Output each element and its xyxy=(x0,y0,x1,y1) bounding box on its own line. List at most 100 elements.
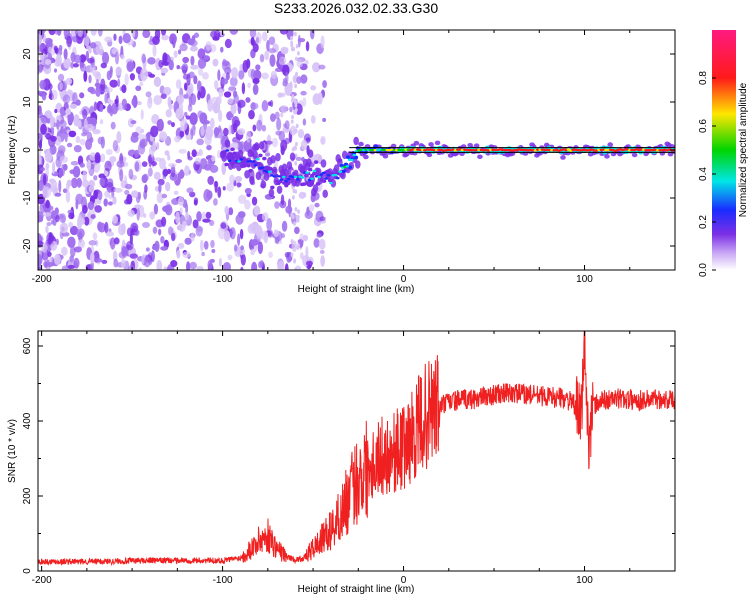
noise-blob xyxy=(280,194,285,206)
noise-blob xyxy=(212,58,219,67)
noise-blob xyxy=(293,258,297,263)
noise-blob xyxy=(237,99,246,109)
noise-blob xyxy=(261,124,267,132)
noise-blob xyxy=(44,58,52,66)
noise-blob xyxy=(72,63,79,68)
noise-blob xyxy=(290,239,294,244)
noise-blob xyxy=(151,114,160,125)
noise-blob xyxy=(105,148,113,156)
noise-blob xyxy=(68,212,75,220)
noise-blob xyxy=(194,157,202,165)
snr-ylabel: SNR (10 * v/v) xyxy=(7,419,18,483)
noise-blob xyxy=(48,46,53,54)
noise-blob xyxy=(200,125,205,136)
noise-blob xyxy=(295,156,302,161)
noise-blob xyxy=(268,251,273,259)
noise-blob xyxy=(188,95,193,107)
noise-blob xyxy=(57,73,65,82)
noise-blob xyxy=(290,40,293,45)
noise-blob xyxy=(199,158,208,170)
noise-blob xyxy=(70,52,76,63)
noise-blob xyxy=(48,83,53,90)
noise-blob xyxy=(99,103,104,113)
noise-blob xyxy=(207,175,215,185)
noise-blob xyxy=(295,72,298,77)
noise-blob xyxy=(99,177,106,187)
ridge-blob xyxy=(256,158,260,161)
noise-blob xyxy=(150,125,159,138)
noise-blob xyxy=(51,89,58,101)
noise-blob xyxy=(196,138,205,146)
noise-blob xyxy=(256,119,263,132)
noise-blob xyxy=(186,73,191,86)
y-tick-label: 400 xyxy=(22,412,33,429)
noise-blob xyxy=(177,94,184,105)
noise-blob xyxy=(93,175,98,181)
noise-blob xyxy=(160,67,169,74)
noise-blob xyxy=(216,149,221,159)
noise-blob xyxy=(128,168,134,180)
noise-blob xyxy=(184,212,190,221)
noise-blob xyxy=(167,120,172,125)
ridge-blob xyxy=(225,149,230,152)
noise-blob xyxy=(291,94,295,99)
noise-blob xyxy=(61,265,69,270)
noise-blob xyxy=(294,153,298,159)
noise-blob xyxy=(81,132,88,137)
noise-blob xyxy=(95,258,103,263)
ridge-blob xyxy=(473,143,480,148)
noise-blob xyxy=(179,207,183,216)
noise-blob xyxy=(211,155,216,162)
noise-blob xyxy=(245,130,252,143)
noise-blob xyxy=(197,110,204,119)
noise-blob xyxy=(112,140,119,152)
noise-blob xyxy=(38,33,43,46)
noise-blob xyxy=(211,249,216,254)
noise-blob xyxy=(202,218,211,223)
noise-blob xyxy=(220,46,224,53)
noise-blob xyxy=(153,203,159,215)
noise-blob xyxy=(158,183,162,193)
y-tick-label: 20 xyxy=(22,48,33,60)
x-tick-label: -200 xyxy=(32,575,52,586)
noise-blob xyxy=(167,263,172,270)
noise-blob xyxy=(175,107,184,120)
ridge-blob xyxy=(566,148,571,151)
noise-blob xyxy=(83,119,88,129)
colorbar-gradient xyxy=(712,30,736,270)
noise-blob xyxy=(38,44,43,52)
ridge-blob xyxy=(246,163,251,168)
noise-blob xyxy=(306,260,313,267)
noise-blob xyxy=(294,56,298,62)
noise-blob xyxy=(65,77,73,85)
ridge-blob xyxy=(276,185,283,194)
noise-blob xyxy=(124,199,130,205)
ridge-blob xyxy=(252,150,258,159)
ridge-blob xyxy=(268,166,273,171)
noise-blob xyxy=(252,42,259,53)
noise-blob xyxy=(244,199,251,210)
noise-blob xyxy=(168,162,177,168)
noise-blob xyxy=(266,39,270,52)
noise-blob xyxy=(296,58,303,68)
noise-blob xyxy=(107,97,111,103)
noise-blob xyxy=(290,252,294,258)
noise-blob xyxy=(261,212,269,222)
noise-blob xyxy=(233,244,238,252)
noise-blob xyxy=(161,34,170,41)
noise-blob xyxy=(107,103,112,113)
noise-blob xyxy=(322,80,327,88)
ridge-blob xyxy=(336,176,340,180)
noise-blob xyxy=(175,158,183,164)
noise-blob xyxy=(270,113,276,122)
ridge-blob xyxy=(326,174,331,177)
noise-blob xyxy=(39,79,46,90)
ridge-blob xyxy=(263,172,270,181)
noise-blob xyxy=(51,210,56,220)
noise-blob xyxy=(49,144,57,155)
noise-blob xyxy=(38,153,42,163)
noise-blob xyxy=(274,67,283,72)
noise-blob xyxy=(293,221,296,226)
noise-blob xyxy=(230,102,237,115)
noise-blob xyxy=(116,160,125,168)
